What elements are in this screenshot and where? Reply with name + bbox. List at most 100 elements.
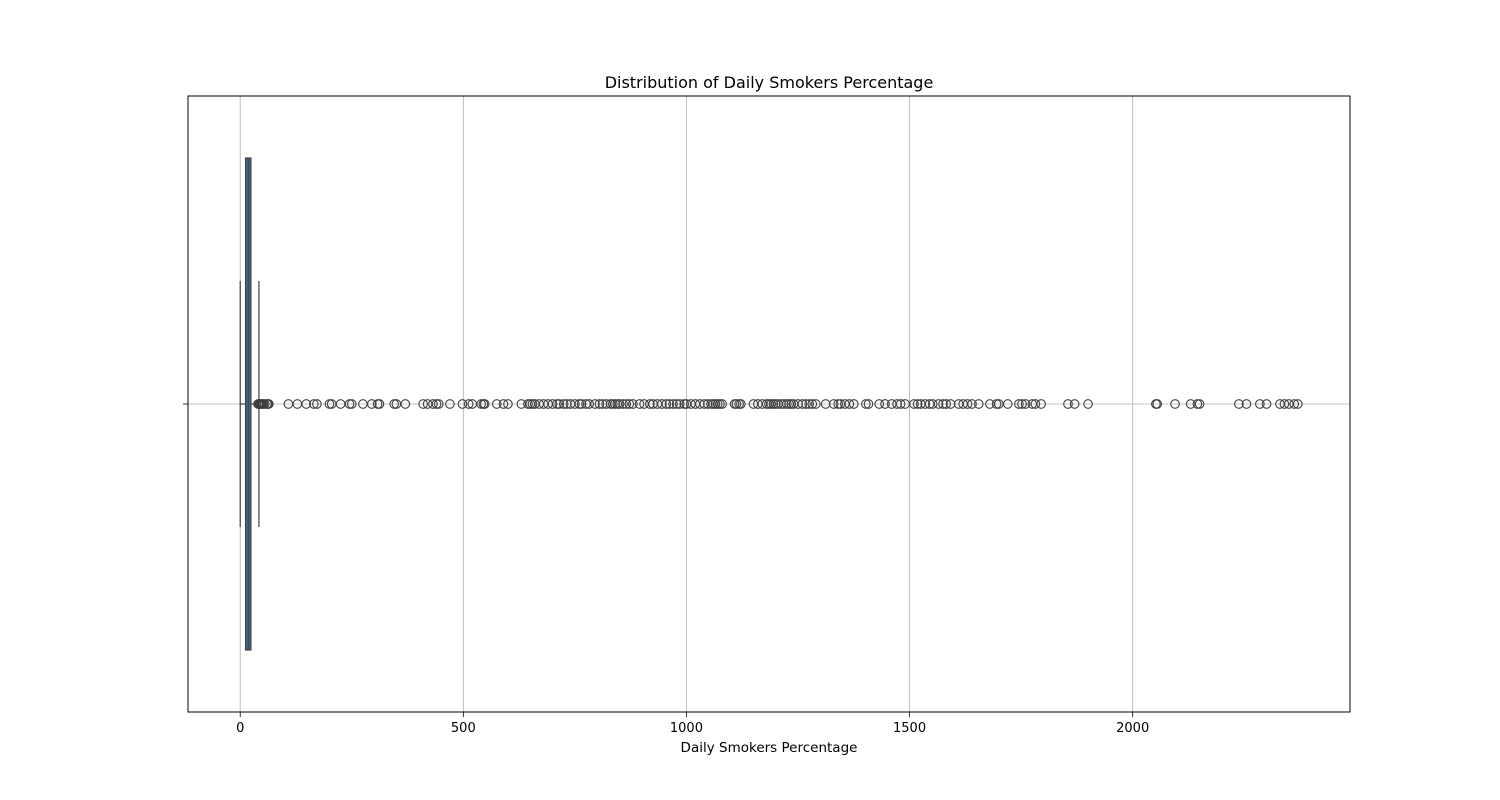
outlier-point <box>1083 399 1093 409</box>
outlier-point <box>892 399 902 409</box>
outlier-point <box>703 399 713 409</box>
outlier-point <box>1261 399 1272 409</box>
outlier-point <box>844 399 855 409</box>
outlier-point <box>562 399 572 409</box>
outlier-point <box>941 399 952 409</box>
outlier-point <box>1170 399 1180 409</box>
outlier-point <box>811 399 821 409</box>
outlier-point <box>433 399 444 409</box>
outlier-point <box>366 399 377 409</box>
x-tick-label: 1000 <box>670 721 703 736</box>
outlier-point <box>1279 399 1290 409</box>
outlier-point <box>1036 399 1047 409</box>
outlier-point <box>346 399 357 409</box>
outlier-point <box>428 399 438 409</box>
outlier-point <box>634 399 645 409</box>
outlier-point <box>445 399 455 409</box>
x-tick-label: 2000 <box>1116 721 1149 736</box>
outlier-point <box>584 399 595 409</box>
outlier-point <box>909 399 919 409</box>
outlier-point <box>967 399 977 409</box>
outlier-point <box>920 399 931 409</box>
outlier-point <box>503 399 513 409</box>
outlier-point <box>570 399 580 409</box>
outlier-point <box>945 399 956 409</box>
outlier-point <box>1017 399 1027 409</box>
outlier-point <box>694 399 705 409</box>
outlier-point <box>301 399 312 409</box>
x-axis-ticks: 0 500 1000 1500 2000 <box>236 712 1149 736</box>
outlier-point <box>547 399 558 409</box>
outlier-point <box>1241 399 1252 409</box>
outlier-point <box>1002 399 1013 409</box>
outlier-point <box>312 399 322 409</box>
outlier-point <box>374 399 385 409</box>
outlier-point <box>621 399 632 409</box>
outlier-point <box>491 399 502 409</box>
outlier-point <box>597 399 608 409</box>
outlier-point <box>874 399 885 409</box>
outlier-point <box>880 399 890 409</box>
outlier-point <box>927 399 938 409</box>
outlier-point <box>731 399 742 409</box>
outlier-point <box>1020 399 1031 409</box>
outlier-point <box>624 399 635 409</box>
x-tick-label: 0 <box>236 721 244 736</box>
outlier-point <box>594 399 605 409</box>
outlier-point <box>804 399 815 409</box>
outlier-point <box>463 399 474 409</box>
outlier-point <box>590 399 600 409</box>
outlier-point <box>863 399 874 409</box>
x-axis-label: Daily Smokers Percentage <box>681 740 858 756</box>
outlier-point <box>558 399 569 409</box>
outlier-point <box>576 399 587 409</box>
outlier-points <box>253 399 1303 409</box>
plot-frame <box>187 95 1351 713</box>
outlier-point <box>479 399 490 409</box>
outlier-point <box>1255 399 1265 409</box>
outlier-point <box>1152 399 1163 409</box>
outlier-point <box>797 399 808 409</box>
outlier-point <box>671 399 682 409</box>
outlier-point <box>1234 399 1244 409</box>
outlier-point <box>664 399 675 409</box>
outlier-point <box>1030 399 1041 409</box>
outlier-point <box>776 399 786 409</box>
outlier-point <box>801 399 811 409</box>
outlier-point <box>418 399 429 409</box>
outlier-point <box>657 399 667 409</box>
outlier-point <box>308 399 319 409</box>
outlier-point <box>933 399 944 409</box>
outlier-point <box>1194 399 1205 409</box>
outlier-point <box>618 399 628 409</box>
outlier-point <box>793 399 803 409</box>
outlier-point <box>938 399 948 409</box>
outlier-point <box>645 399 655 409</box>
outlier-point <box>554 399 565 409</box>
outlier-point <box>457 399 468 409</box>
outlier-point <box>1069 399 1080 409</box>
outlier-point <box>614 399 625 409</box>
outlier-point <box>498 399 509 409</box>
outlier-point <box>674 399 685 409</box>
outlier-point <box>668 399 678 409</box>
x-tick-label: 1500 <box>893 721 926 736</box>
outlier-point <box>962 399 973 409</box>
outlier-point <box>973 399 984 409</box>
outlier-point <box>807 399 818 409</box>
outlier-point <box>263 399 274 409</box>
outlier-point <box>628 399 638 409</box>
outlier-point <box>1063 399 1073 409</box>
outlier-point <box>1289 399 1300 409</box>
chart-title: Distribution of Daily Smokers Percentage <box>605 73 934 92</box>
outlier-point <box>717 399 727 409</box>
outlier-point <box>1292 399 1303 409</box>
boxplot <box>239 157 260 651</box>
x-tick-label: 500 <box>451 721 476 736</box>
outlier-point <box>820 399 831 409</box>
outlier-point <box>828 399 839 409</box>
outlier-point <box>1014 399 1024 409</box>
outlier-point <box>860 399 871 409</box>
outlier-point <box>895 399 906 409</box>
